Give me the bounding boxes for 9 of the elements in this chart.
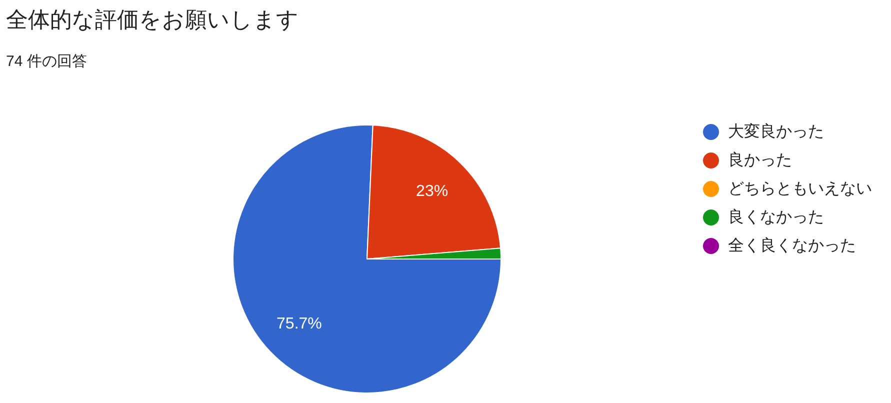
- legend-label: 全く良くなかった: [728, 236, 856, 254]
- legend-label: どちらともいえない: [728, 180, 872, 198]
- legend-label: 良かった: [728, 151, 792, 169]
- data-label: 75.7%: [276, 315, 322, 332]
- data-label: 23%: [416, 182, 448, 200]
- legend-label: 大変良かった: [728, 122, 824, 140]
- legend-label: 良くなかった: [728, 208, 824, 226]
- chart-title: 全体的な評価をお願いします: [6, 7, 299, 32]
- text: 74 件の回答: [6, 53, 87, 70]
